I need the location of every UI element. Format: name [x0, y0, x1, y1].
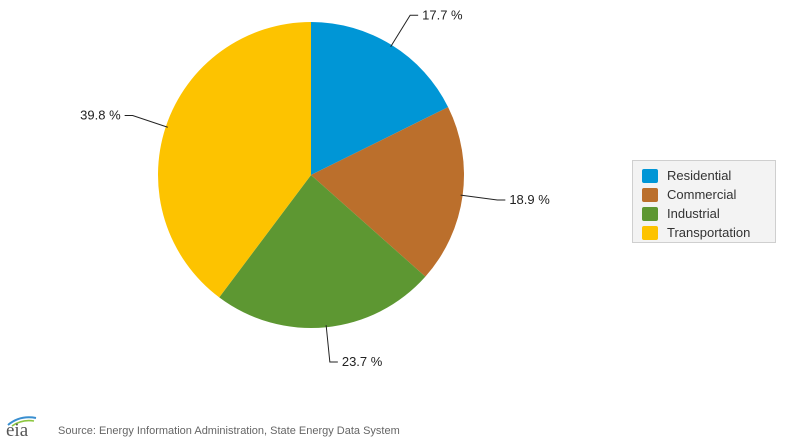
leader-line-industrial: [325, 325, 338, 363]
legend-swatch-industrial: [642, 206, 658, 221]
legend-swatch-transportation: [642, 225, 658, 240]
legend-swatch-commercial: [642, 187, 658, 202]
data-label-industrial: 23.7 %: [342, 354, 383, 369]
pie-chart: 17.7 % 18.9 % 23.7 % 39.8 %: [80, 7, 550, 369]
pie-slice-transportation[interactable]: [158, 22, 311, 298]
source-note: Source: Energy Information Administratio…: [58, 425, 400, 437]
legend-item-commercial[interactable]: Commercial: [642, 185, 775, 204]
data-label-transportation: 39.8 %: [80, 108, 121, 123]
legend-label-transportation: Transportation: [667, 225, 751, 240]
pie-slice-commercial[interactable]: [311, 107, 464, 277]
legend-item-transportation[interactable]: Transportation: [642, 223, 775, 242]
leader-line-transportation: [124, 115, 168, 128]
data-label-commercial: 18.9 %: [509, 192, 550, 207]
pie-slice-industrial[interactable]: [219, 175, 426, 328]
leader-line-commercial: [460, 194, 506, 201]
legend-label-commercial: Commercial: [667, 187, 737, 202]
footer: eia Source: Energy Information Administr…: [6, 416, 400, 441]
pie-slice-residential[interactable]: [311, 22, 449, 175]
eia-logo-text: eia: [6, 420, 29, 441]
eia-logo-swoosh-icon: [7, 416, 37, 427]
legend-label-residential: Residential: [667, 168, 732, 183]
data-label-residential: 17.7 %: [422, 7, 463, 22]
legend-item-industrial[interactable]: Industrial: [642, 204, 775, 223]
legend-swatch-residential: [642, 168, 658, 183]
legend-label-industrial: Industrial: [667, 206, 720, 221]
eia-logo: eia: [6, 416, 50, 441]
legend: Residential Commercial Industrial Transp…: [632, 160, 776, 243]
leader-line-residential: [390, 14, 419, 47]
legend-item-residential[interactable]: Residential: [642, 166, 775, 185]
